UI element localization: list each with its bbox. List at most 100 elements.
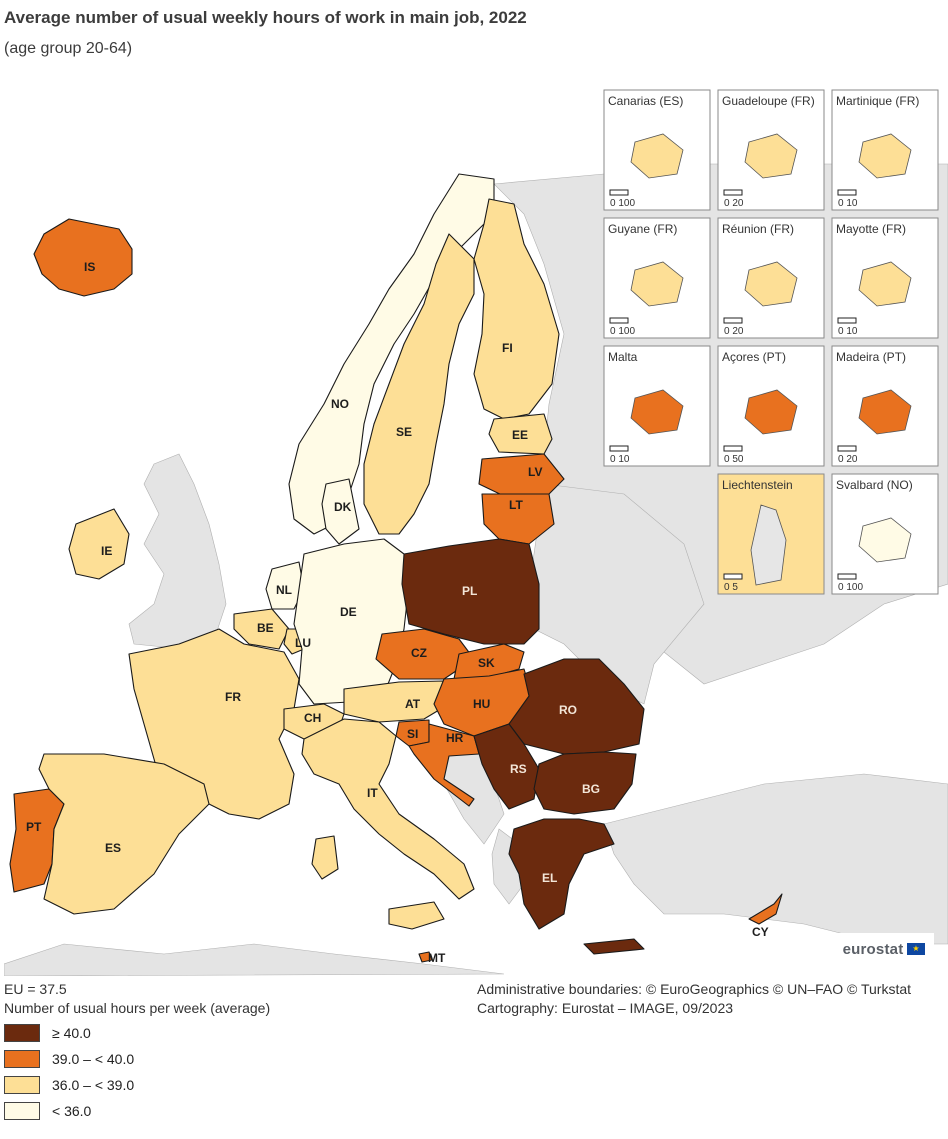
country-PL[interactable]: [401, 538, 540, 645]
country-BE[interactable]: [233, 608, 290, 650]
legend-swatch: [4, 1050, 40, 1068]
label-MT: MT: [428, 951, 446, 965]
inset-title: Liechtenstein: [722, 478, 793, 492]
inset-scale-bar: [609, 317, 629, 324]
inset-scale-bar: [723, 573, 743, 580]
inset-scale-label: 0 10: [838, 198, 858, 209]
inset-panel: Martinique (FR) 0 10: [831, 89, 939, 211]
country-IT-sardinia[interactable]: [311, 835, 339, 880]
label-IT: IT: [367, 786, 378, 800]
inset-scale-bar: [609, 189, 629, 196]
legend-swatch: [4, 1076, 40, 1094]
label-SI: SI: [407, 727, 418, 741]
inset-scale-bar: [837, 317, 857, 324]
country-AT[interactable]: [343, 680, 450, 723]
country-RS[interactable]: [473, 723, 540, 810]
inset-territory: [630, 261, 684, 307]
label-LV: LV: [528, 465, 542, 479]
country-NL[interactable]: [265, 561, 305, 610]
inset-title: Açores (PT): [722, 350, 786, 364]
inset-territory: [630, 389, 684, 435]
inset-scale-label: 0 100: [610, 326, 635, 337]
inset-territory: [744, 389, 798, 435]
label-SE: SE: [396, 425, 412, 439]
credits-cartography: Cartography: Eurostat – IMAGE, 09/2023: [477, 1000, 734, 1016]
inset-scale-label: 0 20: [724, 326, 744, 337]
country-IS[interactable]: [33, 218, 133, 297]
inset-scale-bar: [723, 189, 743, 196]
legend: ≥ 40.0 39.0 – < 40.0 36.0 – < 39.0 < 36.…: [4, 1020, 134, 1124]
inset-territory: [744, 133, 798, 179]
inset-title: Svalbard (NO): [836, 478, 913, 492]
label-IS: IS: [84, 260, 95, 274]
label-SK: SK: [478, 656, 495, 670]
country-IT-sicily[interactable]: [388, 901, 445, 930]
country-labels: IS NO SE FI EE LV LT DK IE NL BE LU DE P…: [26, 260, 769, 965]
inset-scale-bar: [723, 317, 743, 324]
legend-item: < 36.0: [4, 1098, 134, 1124]
map-subtitle: (age group 20-64): [4, 40, 133, 57]
legend-item: 36.0 – < 39.0: [4, 1072, 134, 1098]
inset-panel: Guyane (FR) 0 100: [603, 217, 711, 339]
country-DK[interactable]: [321, 478, 360, 545]
inset-title: Martinique (FR): [836, 94, 919, 108]
country-IT[interactable]: [301, 718, 475, 900]
label-AT: AT: [405, 697, 421, 711]
inset-scale-label: 0 20: [838, 454, 858, 465]
label-HR: HR: [446, 731, 464, 745]
legend-item: ≥ 40.0: [4, 1020, 134, 1046]
label-ES: ES: [105, 841, 121, 855]
map-area: IS NO SE FI EE LV LT DK IE NL BE LU DE P…: [4, 84, 948, 976]
country-BG[interactable]: [533, 751, 637, 815]
inset-scale-label: 0 100: [838, 582, 863, 593]
label-FR: FR: [225, 690, 241, 704]
unit-label: Number of usual hours per week (average): [4, 1000, 271, 1016]
country-EL[interactable]: [508, 818, 615, 930]
inset-title: Madeira (PT): [836, 350, 906, 364]
label-EL: EL: [542, 871, 557, 885]
country-IE[interactable]: [68, 508, 130, 580]
legend-swatch: [4, 1024, 40, 1042]
inset-scale-bar: [837, 573, 857, 580]
inset-panel: Madeira (PT) 0 20: [831, 345, 939, 467]
label-RO: RO: [559, 703, 577, 717]
label-HU: HU: [473, 697, 490, 711]
label-CZ: CZ: [411, 646, 427, 660]
legend-label: 39.0 – < 40.0: [52, 1051, 135, 1067]
inset-scale-label: 0 100: [610, 198, 635, 209]
inset-scale-label: 0 20: [724, 198, 744, 209]
uk-shape: [128, 453, 227, 650]
eurostat-logo: eurostat: [834, 933, 934, 965]
label-PT: PT: [26, 820, 42, 834]
label-CH: CH: [304, 711, 321, 725]
legend-item: 39.0 – < 40.0: [4, 1046, 134, 1072]
inset-territory: [630, 133, 684, 179]
country-EL-crete[interactable]: [583, 938, 645, 955]
eu-flag-icon: [907, 943, 926, 955]
eurostat-logo-text: eurostat: [842, 940, 904, 958]
country-RO[interactable]: [508, 658, 645, 755]
inset-scale-label: 0 10: [838, 326, 858, 337]
sea-corner: [4, 84, 134, 144]
inset-territory: [858, 517, 912, 563]
country-CY[interactable]: [748, 893, 783, 925]
legend-label: ≥ 40.0: [52, 1025, 91, 1041]
footer-left: EU = 37.5 Number of usual hours per week…: [4, 980, 270, 1018]
inset-panel: Açores (PT) 0 50: [717, 345, 825, 467]
label-NO: NO: [331, 397, 349, 411]
label-IE: IE: [101, 544, 112, 558]
inset-scale-label: 0 50: [724, 454, 744, 465]
country-ES[interactable]: [38, 753, 210, 915]
label-NL: NL: [276, 583, 292, 597]
inset-title: Mayotte (FR): [836, 222, 906, 236]
inset-scale-bar: [723, 445, 743, 452]
credits-boundaries: Administrative boundaries: © EuroGeograp…: [477, 981, 912, 997]
inset-scale-label: 0 10: [610, 454, 630, 465]
label-DE: DE: [340, 605, 357, 619]
country-SE[interactable]: [363, 233, 475, 535]
label-CY: CY: [752, 925, 769, 939]
label-LT: LT: [509, 498, 523, 512]
inset-panel: Réunion (FR) 0 20: [717, 217, 825, 339]
country-MT[interactable]: [418, 951, 433, 963]
inset-title: Réunion (FR): [722, 222, 794, 236]
